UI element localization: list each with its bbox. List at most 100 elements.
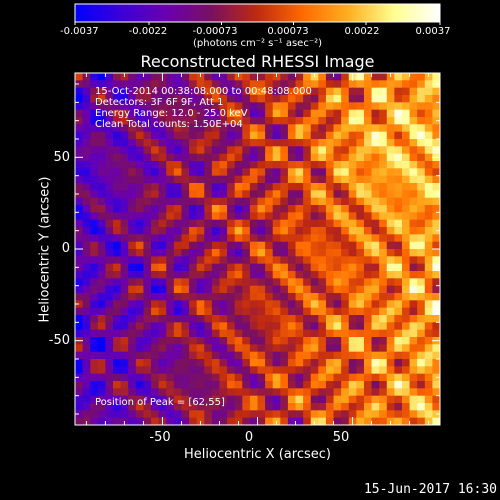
heatmap-cell [318,80,327,89]
heatmap-cell [249,381,258,389]
heatmap-cell [128,300,137,309]
heatmap-cell [234,329,243,338]
heatmap-cell [371,95,380,103]
heatmap-cell [75,197,83,206]
heatmap-cell [333,351,342,360]
heatmap-cell [432,146,441,155]
heatmap-cell [158,395,167,404]
heatmap-cell [417,344,426,353]
heatmap-cell [371,263,380,272]
heatmap-cell [158,381,167,389]
heatmap-cell [151,227,160,235]
heatmap-cell [242,117,251,125]
heatmap-cell [113,80,122,89]
heatmap-cell [151,80,160,89]
heatmap-cell [151,102,160,111]
heatmap-cell [189,146,198,155]
heatmap-cell [325,87,334,96]
heatmap-cell [143,168,152,177]
heatmap-cell [432,344,441,353]
heatmap-cell [211,315,220,323]
heatmap-cell [424,351,433,360]
heatmap-cell [379,146,388,155]
heatmap-cell [401,146,410,155]
heatmap-cell [356,322,365,331]
heatmap-cell [265,395,274,404]
heatmap-cell [341,139,350,147]
heatmap-cell [158,87,167,96]
heatmap-cell [113,285,122,294]
heatmap-cell [151,87,160,96]
heatmap-cell [90,87,99,96]
heatmap-cell [143,351,152,360]
heatmap-cell [363,117,372,125]
heatmap-cell [310,285,319,294]
heatmap-cell [303,344,312,353]
heatmap-cell [265,241,274,250]
heatmap-cell [189,263,198,272]
heatmap-cell [386,329,395,338]
heatmap-cell [394,322,403,331]
heatmap-cell [287,307,296,316]
heatmap-cell [113,249,122,257]
heatmap-cell [333,80,342,89]
heatmap-cell [295,263,304,272]
heatmap-cell [173,117,182,125]
heatmap-cell [120,131,129,140]
heatmap-cell [363,344,372,353]
heatmap-cell [75,417,83,426]
heatmap-cell [310,337,319,345]
heatmap-cell [204,395,213,404]
heatmap-cell [189,271,198,279]
heatmap-cell [113,73,122,81]
heatmap-cell [120,227,129,235]
heatmap-cell [82,161,91,169]
heatmap-cell [234,139,243,147]
heatmap-cell [371,359,380,367]
heatmap-cell [143,329,152,338]
heatmap-cell [348,329,357,338]
heatmap-cell [287,337,296,345]
heatmap-cell [386,249,395,257]
heatmap-cell [310,197,319,206]
heatmap-cell [120,351,129,360]
heatmap-cell [151,351,160,360]
heatmap-cell [417,410,426,419]
heatmap-cell [265,278,274,287]
heatmap-cell [280,366,289,375]
heatmap-cell [310,131,319,140]
heatmap-cell [151,183,160,191]
heatmap-cell [90,168,99,177]
heatmap-cell [158,197,167,206]
heatmap-cell [219,388,228,397]
heatmap-cell [356,278,365,287]
heatmap-cell [356,351,365,360]
heatmap-cell [90,271,99,279]
peak-position-label: Position of Peak = [62,55] [95,397,225,408]
heatmap-cell [295,175,304,184]
heatmap-cell [82,366,91,375]
heatmap-cell [173,87,182,96]
heatmap-cell [401,366,410,375]
heatmap-cell [371,161,380,169]
heatmap-cell [242,307,251,316]
heatmap-cell [394,153,403,162]
heatmap-cell [394,271,403,279]
heatmap-cell [356,139,365,147]
heatmap-cell [257,234,266,243]
heatmap-cell [341,102,350,111]
heatmap-cell [196,285,205,294]
heatmap-cell [295,183,304,191]
heatmap-cell [265,73,274,81]
heatmap-cell [128,161,137,169]
heatmap-cell [257,146,266,155]
heatmap-cell [432,234,441,243]
heatmap-cell [363,80,372,89]
heatmap-cell [325,234,334,243]
heatmap-cell [394,175,403,184]
heatmap-cell [128,241,137,250]
heatmap-cell [242,256,251,265]
heatmap-cell [409,139,418,147]
heatmap-cell [257,388,266,397]
heatmap-cell [135,80,144,89]
